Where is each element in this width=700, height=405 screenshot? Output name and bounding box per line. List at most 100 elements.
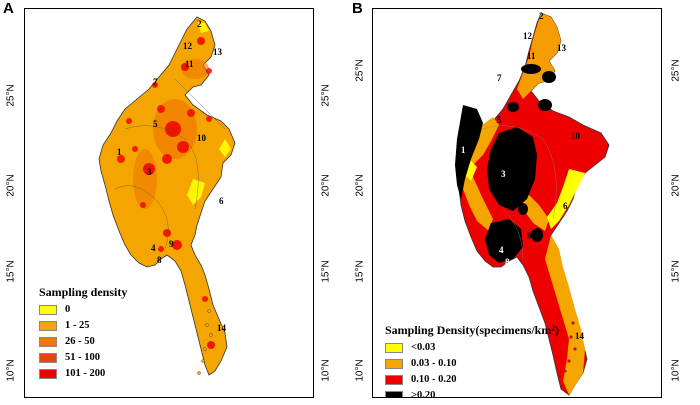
orange-patch-a2 (133, 149, 157, 209)
region-label: 3 (147, 167, 152, 177)
region-label: 3 (501, 169, 506, 179)
panel-a-label: A (3, 0, 14, 17)
map-b-svg: 2 12 13 11 7 5 10 1 3 6 9 4 8 14 (455, 11, 610, 396)
panel-a-right-tick: 10°N (320, 359, 332, 382)
legend-b-item: 0.10 - 0.20 (385, 373, 559, 386)
legend-b-item: 0.03 - 0.10 (385, 357, 559, 370)
panel-b-right-tick: 10°N (670, 359, 682, 382)
region-label: 6 (219, 196, 224, 206)
islands-b (563, 321, 577, 373)
panel-b-label: B (352, 0, 363, 17)
region-label: 4 (499, 245, 504, 255)
legend-a: Sampling density 0 1 - 25 26 - 50 51 - 1… (39, 285, 127, 380)
panel-a-left-tick: 20°N (5, 174, 17, 197)
region-label: 5 (153, 119, 158, 129)
legend-label: >0.20 (411, 390, 436, 398)
red-spots-a (117, 37, 215, 349)
region-label: 10 (571, 131, 581, 141)
orange-band-b3 (463, 169, 493, 231)
region-label: 14 (575, 331, 585, 341)
orange-band-b2 (467, 117, 499, 165)
region-label: 11 (527, 51, 536, 61)
panel-b-left-tick: 15°N (354, 260, 366, 283)
legend-swatch (39, 304, 57, 315)
panel-a-left-tick: 25°N (5, 84, 17, 107)
region-labels-a: 2 12 13 11 7 5 10 1 3 6 9 4 8 14 (117, 19, 227, 333)
region-label: 4 (151, 243, 156, 253)
orange-band-b1 (517, 13, 561, 99)
map-a-svg: 2 12 13 11 7 5 10 1 3 6 9 4 8 14 (98, 16, 236, 376)
region-label: 9 (527, 231, 532, 241)
panel-a-left-tick: 10°N (5, 359, 17, 382)
region-label: 12 (183, 41, 193, 51)
legend-swatch (39, 352, 57, 363)
legend-swatch (39, 320, 57, 331)
legend-b: Sampling Density(specimens/km²) <0.03 0.… (385, 323, 559, 398)
black-area-b4 (521, 64, 541, 74)
legend-b-item: >0.20 (385, 389, 559, 398)
black-area-b6 (507, 102, 519, 112)
legend-a-title: Sampling density (39, 285, 128, 299)
myanmar-shape-a (98, 16, 236, 376)
region-label: 5 (497, 115, 502, 125)
yellow-patch-a1 (187, 179, 205, 205)
orange-band-b5 (523, 189, 549, 231)
legend-label: 101 - 200 (65, 368, 106, 379)
region-label: 8 (505, 257, 510, 267)
legend-swatch (39, 336, 57, 347)
panel-a-right-tick: 20°N (320, 174, 332, 197)
black-area-b3 (485, 219, 523, 263)
yellow-area-b1 (547, 169, 585, 229)
legend-swatch (39, 368, 57, 379)
black-area-b7 (538, 99, 552, 111)
region-label: 12 (523, 31, 533, 41)
legend-swatch (385, 342, 403, 353)
legend-label: 51 - 100 (65, 352, 100, 363)
region-label: 1 (461, 145, 466, 155)
panel-a-right-tick: 15°N (320, 260, 332, 283)
region-label: 9 (169, 239, 174, 249)
region-label: 13 (557, 43, 567, 53)
region-label: 7 (153, 77, 158, 87)
legend-swatch (385, 390, 403, 397)
legend-a-item: 0 (39, 303, 127, 316)
legend-label: 26 - 50 (65, 336, 95, 347)
region-label: 10 (197, 133, 207, 143)
orange-patch-a3 (181, 59, 209, 79)
contours-a (114, 78, 226, 250)
panel-b-right-tick: 15°N (670, 260, 682, 283)
region-labels-b: 2 12 13 11 7 5 10 1 3 6 9 4 8 14 (461, 11, 585, 341)
panel-b-right-tick: 25°N (670, 59, 682, 82)
region-label: 6 (563, 201, 568, 211)
panel-b-right-tick: 20°N (670, 174, 682, 197)
legend-label: <0.03 (411, 342, 436, 353)
legend-label: 0.03 - 0.10 (411, 358, 457, 369)
black-area-b2 (455, 105, 483, 199)
legend-a-item: 51 - 100 (39, 351, 127, 364)
panel-b-left-tick: 25°N (354, 59, 366, 82)
black-area-b9 (531, 228, 543, 242)
yellow-patch-a2 (219, 139, 231, 157)
panel-b-left-tick: 20°N (354, 174, 366, 197)
legend-label: 1 - 25 (65, 320, 90, 331)
legend-a-item: 1 - 25 (39, 319, 127, 332)
legend-swatch (385, 358, 403, 369)
black-area-b8 (518, 203, 528, 215)
black-area-b5 (542, 71, 556, 83)
region-label: 2 (197, 19, 202, 29)
legend-a-item: 101 - 200 (39, 367, 127, 380)
legend-label: 0 (65, 304, 71, 315)
legend-b-item: <0.03 (385, 341, 559, 354)
legend-swatch (385, 374, 403, 385)
orange-band-b4 (545, 235, 585, 395)
panel-b-left-tick: 10°N (354, 359, 366, 382)
region-label: 11 (185, 59, 194, 69)
islands-a (197, 309, 213, 375)
contours-b (482, 125, 557, 260)
panel-a-left-tick: 15°N (5, 260, 17, 283)
region-label: 2 (539, 11, 544, 21)
black-area-b1 (487, 127, 537, 211)
map-panel-a: 2 12 13 11 7 5 10 1 3 6 9 4 8 14 Samplin… (24, 8, 314, 398)
legend-b-title: Sampling Density(specimens/km²) (385, 323, 559, 337)
region-label: 1 (117, 147, 122, 157)
